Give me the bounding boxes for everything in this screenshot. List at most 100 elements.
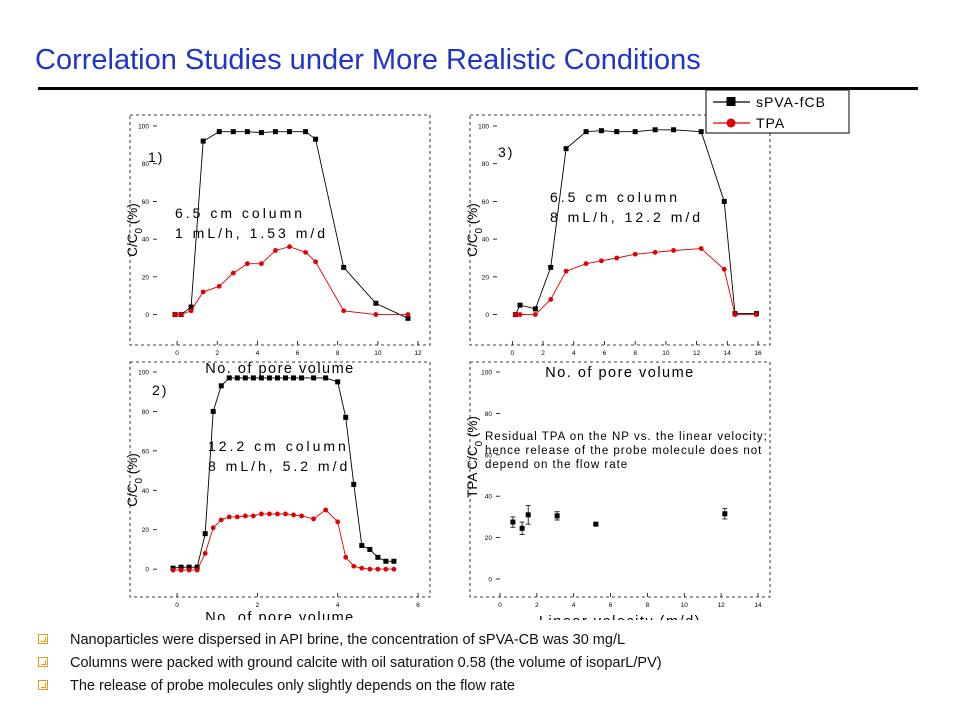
data-point-circle — [614, 255, 620, 261]
data-point-square — [335, 379, 341, 385]
data-point-circle — [754, 312, 759, 317]
annotation-text: 6.5 cm column — [550, 189, 680, 205]
data-point-square — [343, 414, 349, 420]
y-tick-label: 80 — [485, 411, 493, 418]
data-point-square — [194, 564, 200, 570]
x-axis-label: No. of pore volume — [545, 365, 695, 381]
annotation-text: 8 mL/h, 5.2 m/d — [208, 458, 350, 474]
y-tick-label: 0 — [145, 567, 149, 574]
data-point-square — [178, 564, 184, 570]
panel-label: 3) — [498, 144, 514, 160]
annotation-text: depend on the flow rate — [485, 459, 628, 471]
y-tick-label: 40 — [142, 237, 150, 244]
data-point-square — [242, 375, 248, 381]
data-point-circle — [359, 565, 365, 571]
y-tick-label: 0 — [485, 312, 489, 319]
data-point-circle — [275, 511, 280, 517]
data-point-circle — [283, 511, 288, 517]
data-point-circle — [226, 514, 232, 520]
data-point-square — [722, 511, 728, 517]
data-point-square — [563, 146, 569, 152]
data-point-circle — [375, 566, 381, 572]
x-tick-label: 10 — [681, 602, 689, 609]
x-axis-label: No. of pore volume — [205, 610, 355, 620]
data-point-circle — [259, 511, 264, 517]
chart-panel: 0 20 40 60 80 100 0 2 4 6 No. of pore volume C/C0 (… — [125, 361, 431, 620]
data-point-circle — [599, 258, 604, 264]
data-point-square — [632, 129, 638, 135]
data-point-square — [299, 375, 305, 381]
data-point-circle — [335, 519, 341, 525]
data-point-square — [303, 129, 309, 135]
x-tick-label: 2 — [535, 602, 539, 609]
data-point-circle — [721, 266, 727, 272]
data-point-square — [323, 375, 329, 381]
panel-label: 1) — [148, 149, 164, 165]
bullet-item: Nanoparticles were dispersed in API brin… — [38, 630, 662, 653]
data-point-circle — [218, 517, 224, 523]
y-tick-label: 100 — [138, 124, 149, 131]
x-tick-label: 8 — [646, 602, 650, 609]
x-tick-label: 0 — [175, 602, 179, 609]
data-point-circle — [698, 246, 704, 251]
data-point-square — [226, 375, 232, 381]
legend-label-spva: sPVA-fCB — [756, 94, 826, 110]
data-point-square — [367, 546, 373, 552]
data-point-circle — [548, 297, 554, 302]
y-tick-label: 40 — [142, 488, 150, 495]
data-point-square — [614, 129, 620, 135]
data-point-square — [383, 558, 389, 564]
x-tick-label: 6 — [603, 350, 607, 357]
data-point-circle — [170, 567, 176, 573]
annotation-text: 8 mL/h, 12.2 m/d — [550, 209, 703, 225]
x-tick-label: 12 — [414, 350, 422, 357]
x-axis-label: Linear velocity (m/d) — [539, 614, 701, 620]
data-point-square — [391, 558, 397, 564]
data-point-circle — [563, 268, 569, 274]
data-point-circle — [517, 312, 523, 317]
chart-panel: 0 20 40 60 80 100 0 2 4 6 8 10 12 14 16 No. of pore vol… — [465, 114, 771, 381]
data-point-square — [359, 542, 365, 548]
data-point-square — [510, 519, 516, 525]
data-point-circle — [267, 511, 272, 517]
data-point-square — [186, 564, 192, 570]
x-tick-label: 4 — [256, 350, 260, 357]
title-divider — [38, 87, 918, 90]
data-point-circle — [367, 566, 373, 572]
x-tick-label: 4 — [572, 350, 576, 357]
x-tick-label: 0 — [175, 350, 179, 357]
x-tick-label: 10 — [374, 350, 382, 357]
x-tick-label: 0 — [511, 350, 515, 357]
data-point-circle — [250, 513, 256, 519]
y-tick-label: 40 — [482, 237, 490, 244]
x-tick-label: 4 — [572, 602, 576, 609]
data-point-circle — [732, 312, 738, 317]
y-tick-label: 0 — [488, 577, 492, 584]
data-point-square — [266, 375, 272, 381]
y-tick-label: 0 — [145, 312, 149, 319]
x-tick-label: 14 — [724, 350, 732, 357]
data-point-square — [291, 375, 297, 381]
annotation-text: Residual TPA on the NP vs. the linear ve… — [485, 431, 768, 443]
x-tick-label: 4 — [336, 602, 340, 609]
data-point-square — [210, 408, 216, 414]
chart-panel: 0 20 40 60 80 100 0 2 4 6 8 10 12 14 Linear velocity (… — [465, 361, 771, 620]
y-tick-label: 100 — [481, 370, 492, 377]
data-point-square — [258, 375, 264, 381]
data-point-square — [313, 136, 319, 142]
x-tick-label: 14 — [754, 602, 762, 609]
x-tick-label: 12 — [718, 602, 726, 609]
data-point-circle — [383, 566, 389, 572]
data-point-circle — [234, 514, 240, 520]
data-point-square — [721, 198, 727, 204]
data-point-circle — [583, 261, 589, 267]
data-point-circle — [351, 563, 357, 569]
data-point-square — [274, 375, 280, 381]
data-point-square — [216, 129, 222, 135]
data-point-square — [525, 512, 531, 518]
data-point-square — [375, 554, 381, 560]
data-point-circle — [373, 312, 379, 317]
bullet-item: Columns were packed with ground calcite … — [38, 653, 662, 676]
bullet-text: Columns were packed with ground calcite … — [70, 655, 662, 671]
checkbox-bullet-icon — [38, 680, 48, 690]
